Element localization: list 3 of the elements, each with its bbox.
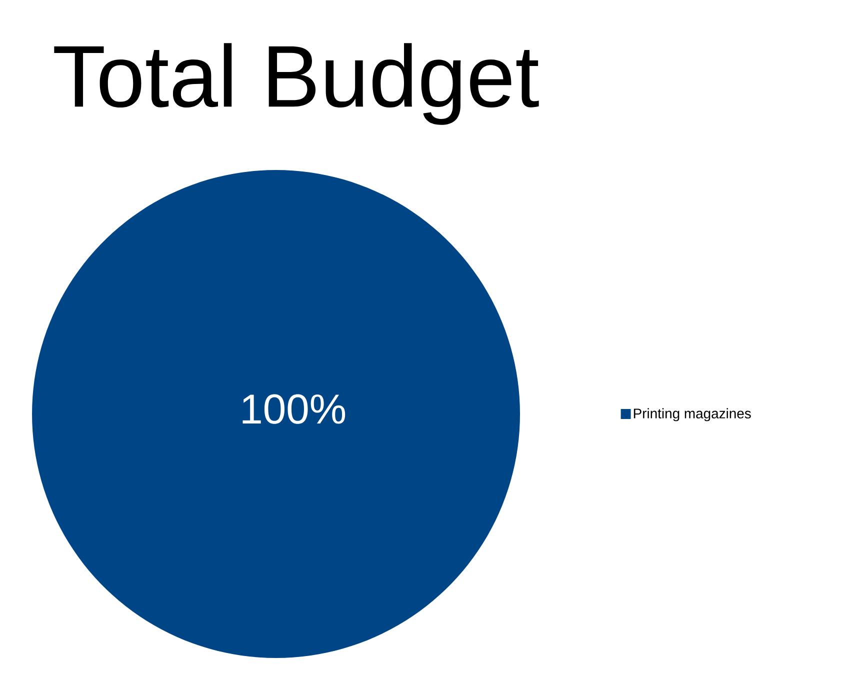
chart-title: Total Budget	[54, 43, 539, 125]
legend-label: Printing magazines	[634, 408, 751, 422]
data-label: 100%	[242, 394, 346, 424]
